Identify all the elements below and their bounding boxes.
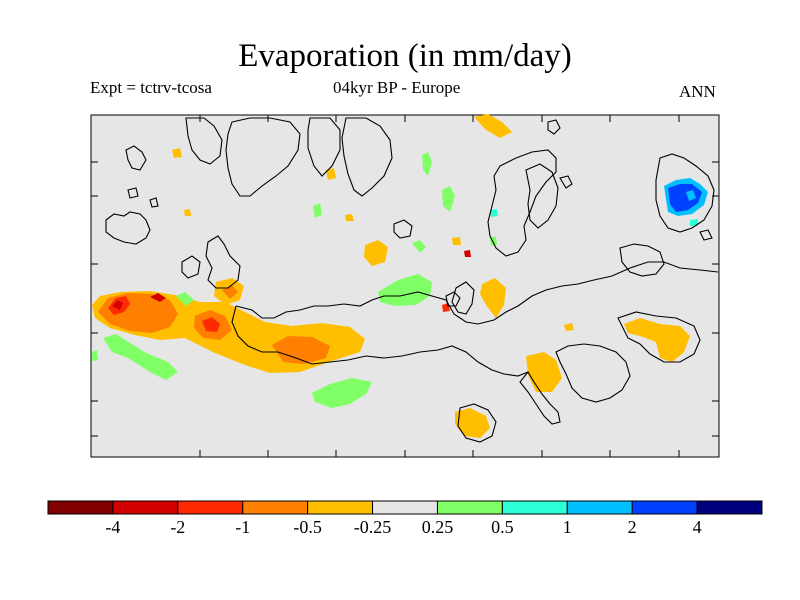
anomaly-region [455,408,490,438]
anomaly-region [172,148,182,158]
anomaly-region [378,274,432,306]
coastline [341,117,393,197]
colorbar-swatch [177,500,244,515]
anomaly-region [176,292,194,306]
positive-anomaly-regions [92,152,708,408]
experiment-label: Expt = tctrv-tcosa [90,78,212,97]
coastline [519,371,561,425]
colorbar-swatch [372,500,438,515]
coastline [617,311,701,363]
anomaly-region [564,323,574,331]
coastline [699,229,713,241]
anomaly-region [184,209,191,216]
coastline [231,305,529,377]
anomaly-region [112,300,123,310]
anomaly-region [364,240,388,266]
coastline [307,117,341,177]
coastline [457,403,497,443]
colorbar-swatch [47,500,114,515]
anomaly-region [313,203,322,218]
coastline [451,281,475,315]
colorbar-tick-label: -0.5 [293,517,322,537]
anomaly-region [422,152,432,176]
coastline [559,175,573,189]
coastline [225,117,301,197]
coastline [547,119,561,135]
anomaly-region [442,186,455,212]
anomaly-region [202,317,220,332]
negative-anomaly-regions [92,114,690,438]
season-label: ANN [679,82,716,101]
anomaly-region [272,336,330,364]
colorbar-tick-label: -0.25 [353,517,392,537]
map-title: Evaporation (in mm/day) [238,38,572,74]
coastline [125,145,147,171]
anomaly-region [686,190,696,201]
coastline [525,163,559,229]
axis-ticks [91,115,719,457]
coastline [445,291,461,307]
anomaly-region [150,293,166,302]
coastline [185,117,223,165]
anomaly-region [480,278,506,318]
colorbar-swatch [436,500,503,515]
colorbar-swatch [242,500,309,515]
coastline [181,255,201,279]
coastline [655,153,715,233]
colorbar-tick-label: -1 [235,517,251,537]
coastline [235,261,719,325]
coastline [393,219,413,239]
anomaly-region [624,318,690,362]
anomaly-region [326,168,336,180]
colorbar-tick-label: 2 [627,517,637,537]
anomaly-region [490,209,498,217]
anomaly-region [345,214,354,221]
coastline [127,187,139,199]
coastline [205,235,241,289]
period-region-label: 04kyr BP - Europe [333,78,461,97]
colorbar-tick-label: 0.25 [421,517,454,537]
anomaly-region [103,334,178,380]
colorbar-swatch [501,500,568,515]
anomaly-region [526,352,562,392]
colorbar-swatch [696,500,763,515]
anomaly-region [690,219,698,226]
colorbar-tick-label: -2 [170,517,186,537]
anomaly-region [312,378,372,408]
coastlines [105,117,719,443]
anomaly-region [92,350,98,361]
anomaly-region [474,114,512,138]
colorbar-tick-label: -4 [105,517,121,537]
anomaly-region [668,184,702,212]
colorbar-tick-label: 4 [692,517,702,537]
colorbar-tick-label: 1 [562,517,572,537]
coastline [619,243,665,277]
anomaly-region [464,250,471,257]
colorbar-swatch [631,500,698,515]
colorbar-swatch [112,500,179,515]
colorbar-swatch [566,500,633,515]
anomaly-region [412,240,426,253]
coastline [555,343,631,403]
anomaly-region [452,237,461,245]
coastline [149,197,159,208]
coastline [105,211,151,245]
colorbar-swatch [307,500,374,515]
colorbar-tick-label: 0.5 [491,517,514,537]
coastline [487,149,557,257]
